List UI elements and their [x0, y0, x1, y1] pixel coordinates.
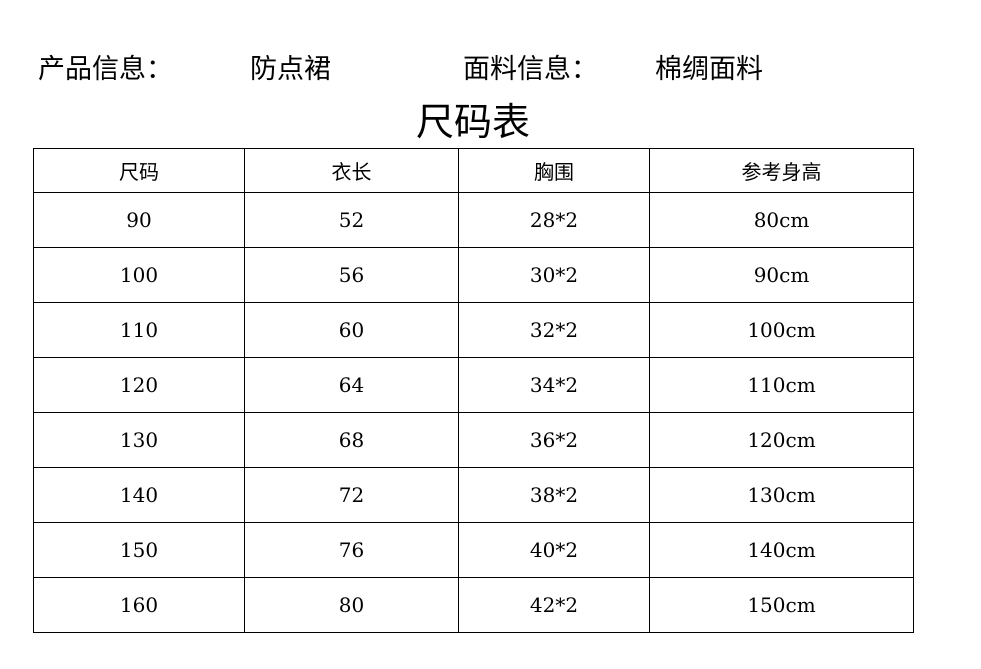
table-cell: 130: [33, 412, 245, 468]
table-cell: 72: [244, 467, 459, 523]
table-row: 150 76 40*2 140cm: [33, 522, 914, 578]
table-cell: 80: [244, 577, 459, 633]
column-header: 胸围: [458, 148, 650, 193]
table-row: 90 52 28*2 80cm: [33, 192, 914, 248]
table-row: 110 60 32*2 100cm: [33, 302, 914, 358]
table-header-row: 尺码 衣长 胸围 参考身高: [33, 148, 914, 193]
table-cell: 110: [33, 302, 245, 358]
table-cell: 90: [33, 192, 245, 248]
fabric-info-label: 面料信息：: [463, 54, 598, 85]
table-row: 100 56 30*2 90cm: [33, 247, 914, 303]
table-row: 140 72 38*2 130cm: [33, 467, 914, 523]
table-cell: 64: [244, 357, 459, 413]
table-cell: 52: [244, 192, 459, 248]
table-cell: 42*2: [458, 577, 650, 633]
table-cell: 110cm: [649, 357, 914, 413]
column-header: 参考身高: [649, 148, 914, 193]
table-cell: 140: [33, 467, 245, 523]
table-cell: 28*2: [458, 192, 650, 248]
column-header: 尺码: [33, 148, 245, 193]
column-header: 衣长: [244, 148, 459, 193]
table-cell: 32*2: [458, 302, 650, 358]
size-table: 尺码 衣长 胸围 参考身高 90 52 28*2 80cm 100 56 30*2 90cm 110 6…: [33, 148, 914, 633]
table-cell: 130cm: [649, 467, 914, 523]
table-cell: 140cm: [649, 522, 914, 578]
table-cell: 100: [33, 247, 245, 303]
table-cell: 120cm: [649, 412, 914, 468]
table-cell: 90cm: [649, 247, 914, 303]
table-row: 130 68 36*2 120cm: [33, 412, 914, 468]
table-cell: 60: [244, 302, 459, 358]
table-cell: 80cm: [649, 192, 914, 248]
table-cell: 100cm: [649, 302, 914, 358]
table-cell: 30*2: [458, 247, 650, 303]
page-title: 尺码表: [415, 100, 530, 144]
table-row: 120 64 34*2 110cm: [33, 357, 914, 413]
table-cell: 68: [244, 412, 459, 468]
table-cell: 34*2: [458, 357, 650, 413]
table-cell: 40*2: [458, 522, 650, 578]
table-cell: 38*2: [458, 467, 650, 523]
table-cell: 150: [33, 522, 245, 578]
product-info-value: 防点裙: [250, 54, 331, 85]
product-info-label: 产品信息：: [38, 54, 173, 85]
table-cell: 160: [33, 577, 245, 633]
fabric-info-value: 棉绸面料: [655, 54, 763, 85]
table-cell: 76: [244, 522, 459, 578]
table-row: 160 80 42*2 150cm: [33, 577, 914, 633]
table-cell: 120: [33, 357, 245, 413]
table-cell: 36*2: [458, 412, 650, 468]
table-cell: 150cm: [649, 577, 914, 633]
table-cell: 56: [244, 247, 459, 303]
